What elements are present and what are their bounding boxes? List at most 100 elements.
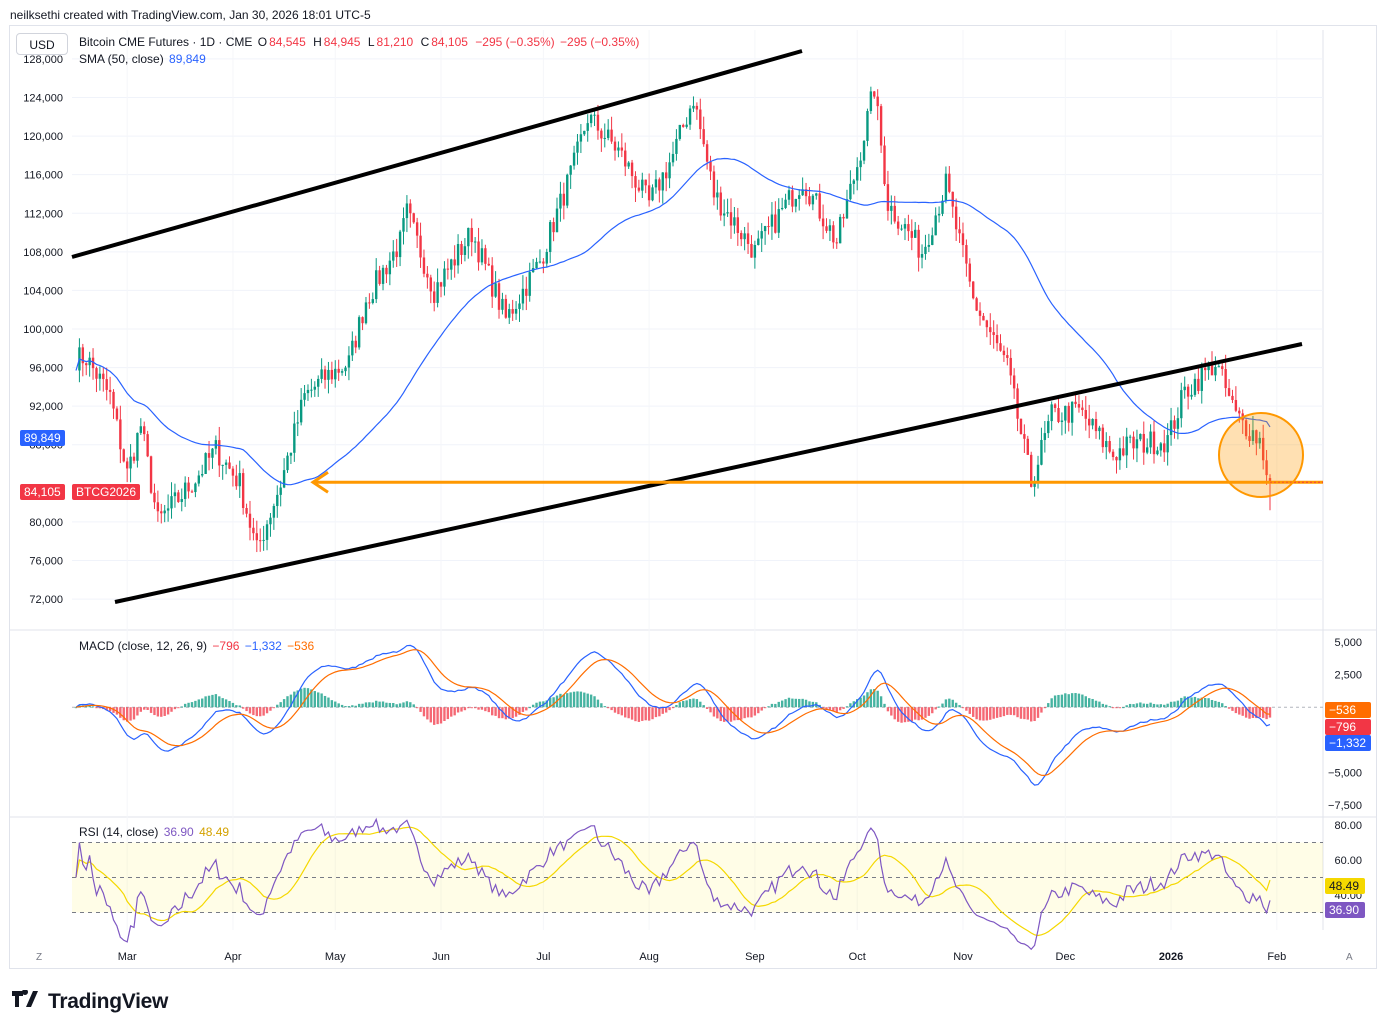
candle-body [784, 199, 787, 208]
macd-histogram-bar [1207, 698, 1210, 708]
macd-histogram-bar [1166, 703, 1169, 708]
candle-body [743, 233, 746, 240]
candle-body [1088, 418, 1091, 426]
macd-histogram-bar [630, 707, 634, 720]
macd-histogram-bar [1210, 699, 1214, 708]
candle-body [726, 212, 729, 214]
macd-histogram-bar [774, 703, 777, 708]
candle-body [699, 109, 702, 130]
candle-body [944, 173, 948, 201]
candle-body [187, 482, 190, 492]
candle-body [562, 193, 566, 206]
candle-body [1067, 405, 1070, 423]
macd-histogram-bar [668, 707, 671, 711]
candle-body [122, 449, 125, 462]
candle-body [340, 371, 344, 373]
candle-body [160, 511, 163, 514]
macd-histogram-bar [753, 707, 757, 716]
macd-histogram-bar [1101, 703, 1105, 708]
macd-histogram-bar [320, 693, 323, 708]
candle-body [1128, 436, 1132, 438]
macd-histogram-bar [504, 707, 508, 720]
candle-body [678, 124, 682, 139]
macd-histogram-bar [146, 707, 149, 710]
macd-histogram-bar [456, 707, 460, 713]
macd-histogram-bar [433, 707, 436, 725]
macd-histogram-bar [183, 703, 187, 708]
macd-histogram-bar [699, 701, 702, 708]
macd-histogram-bar [726, 707, 729, 722]
macd-histogram-bar [1118, 707, 1122, 709]
macd-histogram-bar [272, 707, 276, 709]
candle-body [320, 369, 323, 379]
candle-body [156, 502, 160, 512]
candle-body [859, 160, 862, 168]
change-value: −295 (−0.35%) [475, 35, 555, 49]
rsi-legend[interactable]: RSI (14, close) 36.90 48.49 [79, 825, 231, 839]
candle-body [767, 226, 770, 228]
candle-body [832, 225, 835, 243]
candle-body [914, 229, 917, 238]
candle-body [828, 225, 832, 231]
candle-body [1251, 430, 1255, 441]
macd-histogram-bar [876, 690, 879, 708]
macd-histogram-bar [201, 698, 204, 708]
candle-body [381, 267, 385, 284]
macd-histogram-bar [896, 707, 900, 722]
macd-histogram-bar [1169, 701, 1173, 708]
macd-tick-label: −7,500 [1328, 800, 1362, 812]
candle-body [238, 473, 241, 487]
candle-body [975, 298, 978, 311]
candle-body [289, 452, 293, 456]
candle-body [1053, 404, 1057, 409]
candle-body [664, 172, 668, 179]
candle-body [890, 205, 893, 211]
candle-body [972, 281, 975, 299]
currency-button[interactable]: USD [16, 33, 68, 55]
candle-body [252, 527, 255, 534]
macd-histogram-bar [368, 702, 371, 708]
candle-body [422, 257, 426, 274]
macd-histogram-bar [279, 702, 282, 708]
y-tick-label: 112,000 [24, 208, 63, 220]
macd-legend[interactable]: MACD (close, 12, 26, 9) −796 −1,332 −536 [79, 639, 316, 653]
macd-histogram-bar [1006, 707, 1009, 715]
macd-histogram-bar [1234, 707, 1238, 714]
symbol-title[interactable]: Bitcoin CME Futures · 1D · CME [79, 35, 253, 49]
macd-histogram-bar [166, 707, 170, 715]
x-tick-label: Aug [639, 951, 659, 963]
candle-body [228, 462, 231, 469]
macd-histogram-bar [149, 707, 153, 713]
candle-body [201, 473, 204, 476]
candle-body [1173, 420, 1176, 429]
macd-histogram-bar [136, 707, 139, 716]
candle-body [705, 144, 709, 162]
macd-tick-label: −5,000 [1328, 767, 1362, 779]
macd-histogram-bar [586, 693, 589, 708]
candle-body [194, 483, 197, 493]
macd-histogram-bar [900, 707, 903, 723]
macd-histogram-bar [289, 694, 293, 708]
candle-body [845, 199, 849, 219]
macd-histogram-bar [1016, 707, 1019, 718]
macd-histogram-bar [883, 703, 886, 708]
candle-body [436, 282, 439, 303]
candle-body [177, 492, 180, 502]
sma-legend[interactable]: SMA (50, close) 89,849 [79, 52, 208, 66]
candle-body [334, 368, 337, 380]
open-value: 84,545 [269, 35, 306, 49]
candle-body [961, 233, 965, 246]
macd-histogram-bar [1139, 702, 1142, 708]
zoom-reset-button[interactable]: Z [36, 952, 43, 963]
candle-body [630, 162, 634, 177]
macd-histogram-bar [1019, 707, 1023, 719]
candle-body [603, 137, 606, 139]
candle-body [883, 145, 886, 185]
macd-histogram-bar [804, 699, 808, 708]
candle-body [1214, 366, 1217, 376]
macd-histogram-bar [907, 707, 910, 722]
tradingview-logo[interactable]: TradingView [12, 989, 168, 1014]
auto-scale-button[interactable]: A [1346, 952, 1353, 963]
macd-histogram-bar [1227, 707, 1231, 709]
